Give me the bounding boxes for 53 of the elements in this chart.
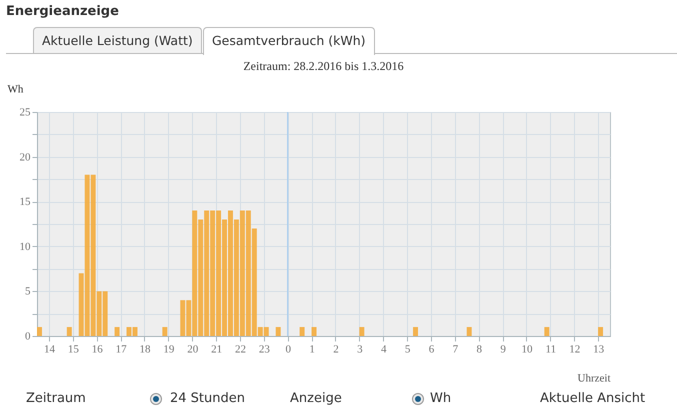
y-axis-title: Wh: [8, 84, 24, 96]
y-tick-label: 25: [20, 106, 31, 118]
x-tick-label: 19: [163, 344, 175, 356]
x-tick-label: 6: [428, 344, 435, 356]
x-tick-label: 14: [44, 344, 56, 356]
x-tick-label: 12: [569, 344, 580, 356]
bar: [162, 327, 168, 336]
bar: [66, 327, 72, 336]
x-tick-label: 7: [452, 344, 459, 356]
y-tick-label: 20: [20, 151, 31, 164]
x-tick-label: 5: [404, 344, 411, 356]
x-tick-label: 1: [309, 344, 315, 356]
y-tick-label: 5: [25, 286, 31, 298]
x-tick-label: 3: [357, 344, 364, 356]
x-tick-label: 16: [92, 344, 104, 356]
x-axis-title: Uhrzeit: [578, 372, 610, 384]
bar: [598, 327, 604, 336]
bar: [312, 327, 317, 336]
x-tick-label: 9: [500, 344, 506, 356]
x-tick-label: 17: [116, 344, 128, 356]
chart-title: Energieanzeige: [6, 4, 119, 19]
x-tick-label: 4: [380, 344, 387, 356]
x-tick-label: 2: [333, 344, 339, 356]
bar: [276, 327, 281, 336]
text: Aktuelle Leistung (Watt): [33, 27, 202, 53]
text: Anzeige: [290, 391, 342, 406]
x-tick-label: 8: [476, 344, 482, 356]
bar: [466, 327, 472, 336]
x-tick-label: 20: [187, 344, 199, 356]
x-tick-label: 15: [68, 344, 80, 356]
y-tick-label: 15: [20, 196, 31, 208]
x-tick-label: 21: [211, 344, 222, 356]
x-tick-label: 23: [258, 344, 270, 356]
text: Zeitraum: [26, 391, 86, 406]
x-tick-label: 10: [521, 344, 533, 356]
x-tick-label: 22: [234, 344, 246, 356]
text: Gesamtverbrauch (kWh): [203, 27, 375, 55]
bar: [300, 327, 305, 336]
x-tick-label: 11: [546, 344, 556, 356]
x-tick-label: 13: [593, 344, 605, 356]
chart-subtitle: Zeitraum: 28.2.2016 bis 1.3.2016: [243, 59, 404, 73]
bar: [37, 327, 42, 336]
bar: [359, 327, 364, 336]
y-tick-label: 0: [25, 330, 31, 342]
y-tick-label: 10: [20, 240, 31, 253]
text: 24 Stunden: [170, 391, 245, 406]
text: Aktuelle Ansicht: [540, 391, 646, 406]
text: Wh: [430, 391, 452, 406]
bar: [544, 327, 550, 336]
bar: [413, 327, 418, 336]
x-tick-label: 0: [285, 344, 292, 356]
x-tick-label: 18: [139, 344, 151, 356]
bar: [114, 327, 120, 336]
